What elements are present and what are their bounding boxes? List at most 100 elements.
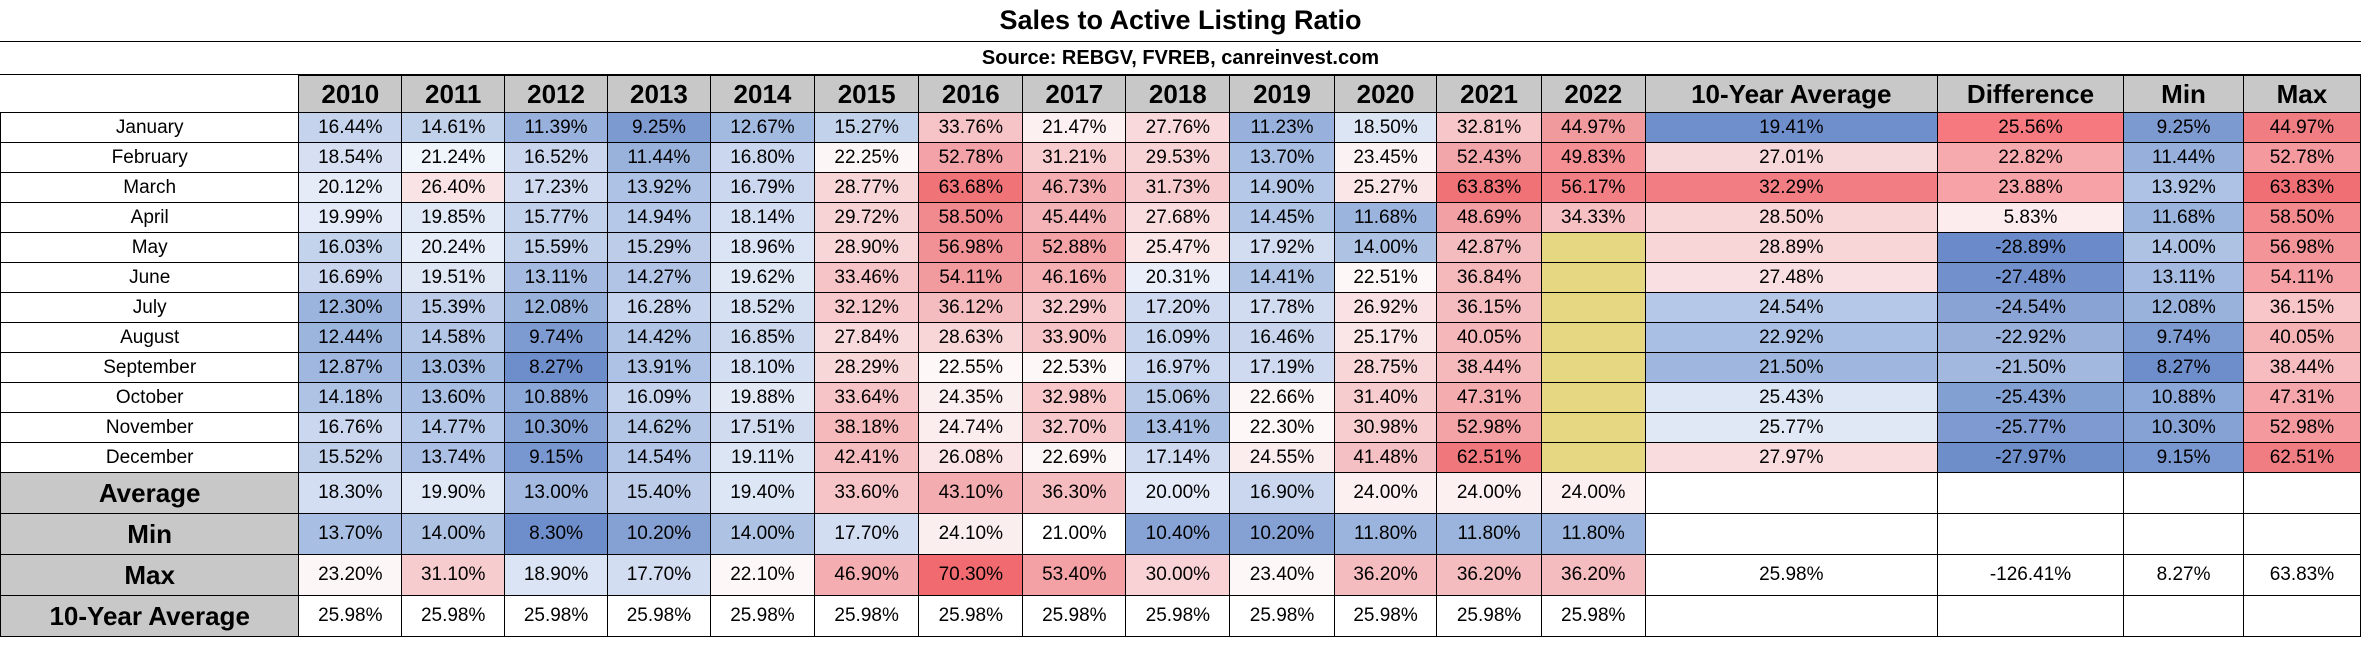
column-header[interactable]: Difference (1936, 75, 2125, 113)
column-header[interactable]: 2014 (709, 75, 816, 113)
data-cell[interactable]: 25.98% (1125, 595, 1231, 637)
data-cell[interactable]: 14.94% (607, 202, 711, 233)
data-cell[interactable]: 13.11% (2123, 262, 2244, 293)
data-cell[interactable]: 16.76% (298, 412, 403, 443)
data-cell[interactable]: 52.43% (1436, 142, 1542, 173)
data-cell[interactable]: 25.98% (1022, 595, 1127, 637)
data-cell[interactable]: 42.87% (1436, 232, 1542, 263)
column-header[interactable]: 2017 (1022, 75, 1127, 113)
data-cell[interactable] (2242, 595, 2361, 637)
data-cell[interactable]: 22.53% (1022, 352, 1127, 383)
data-cell[interactable]: 26.08% (918, 442, 1024, 473)
data-cell[interactable]: 17.20% (1125, 292, 1231, 323)
data-cell[interactable]: 10.30% (504, 412, 608, 443)
column-header[interactable]: 2022 (1540, 75, 1646, 113)
data-cell[interactable]: 18.96% (709, 232, 816, 263)
data-cell[interactable]: 58.50% (2242, 202, 2361, 233)
data-cell[interactable]: 16.69% (298, 262, 403, 293)
data-cell[interactable]: 31.10% (401, 554, 506, 596)
data-cell[interactable]: 27.97% (1644, 442, 1938, 473)
data-cell[interactable]: 31.73% (1125, 172, 1231, 203)
data-cell[interactable]: -22.92% (1936, 322, 2125, 353)
data-cell[interactable]: 30.00% (1125, 554, 1231, 596)
data-cell[interactable]: 41.48% (1333, 442, 1438, 473)
data-cell[interactable]: 25.77% (1644, 412, 1938, 443)
data-cell[interactable]: 19.40% (709, 472, 816, 514)
column-header[interactable]: 2010 (298, 75, 403, 113)
data-cell[interactable]: 32.81% (1436, 112, 1542, 143)
data-cell[interactable]: 13.11% (504, 262, 608, 293)
data-cell[interactable]: 25.98% (401, 595, 506, 637)
data-cell[interactable]: 12.87% (298, 352, 403, 383)
data-cell[interactable]: 44.97% (2242, 112, 2361, 143)
data-cell[interactable]: 38.44% (1436, 352, 1542, 383)
data-cell[interactable]: 40.05% (1436, 322, 1542, 353)
data-cell[interactable] (2123, 513, 2244, 555)
data-cell[interactable]: 14.90% (1229, 172, 1335, 203)
data-cell[interactable] (1540, 412, 1646, 443)
data-cell[interactable]: 36.20% (1436, 554, 1542, 596)
data-cell[interactable]: 25.98% (918, 595, 1024, 637)
data-cell[interactable]: 16.52% (504, 142, 608, 173)
data-cell[interactable]: 47.31% (2242, 382, 2361, 413)
data-cell[interactable]: -25.43% (1936, 382, 2125, 413)
data-cell[interactable]: 17.92% (1229, 232, 1335, 263)
data-cell[interactable]: 21.47% (1022, 112, 1127, 143)
data-cell[interactable]: 40.05% (2242, 322, 2361, 353)
data-cell[interactable]: 23.40% (1229, 554, 1335, 596)
column-header[interactable]: 2021 (1436, 75, 1542, 113)
data-cell[interactable]: 16.46% (1229, 322, 1335, 353)
data-cell[interactable]: 42.41% (814, 442, 920, 473)
data-cell[interactable]: 63.83% (2242, 554, 2361, 596)
data-cell[interactable]: 20.12% (298, 172, 403, 203)
column-header[interactable]: 2020 (1333, 75, 1438, 113)
column-header[interactable]: 2015 (814, 75, 920, 113)
data-cell[interactable]: 25.98% (504, 595, 608, 637)
data-cell[interactable]: 70.30% (918, 554, 1024, 596)
data-cell[interactable]: 46.16% (1022, 262, 1127, 293)
data-cell[interactable]: 18.14% (709, 202, 816, 233)
data-cell[interactable]: 32.98% (1022, 382, 1127, 413)
column-header[interactable]: Min (2123, 75, 2244, 113)
data-cell[interactable]: 36.15% (1436, 292, 1542, 323)
data-cell[interactable]: 17.78% (1229, 292, 1335, 323)
data-cell[interactable]: 27.76% (1125, 112, 1231, 143)
data-cell[interactable]: 13.03% (401, 352, 506, 383)
data-cell[interactable]: 54.11% (918, 262, 1024, 293)
month-label[interactable]: August (0, 322, 300, 353)
data-cell[interactable]: 25.98% (1644, 554, 1938, 596)
data-cell[interactable]: 15.29% (607, 232, 711, 263)
data-cell[interactable]: 25.98% (709, 595, 816, 637)
data-cell[interactable]: 14.62% (607, 412, 711, 443)
data-cell[interactable]: 21.00% (1022, 513, 1127, 555)
column-header[interactable]: Max (2242, 75, 2361, 113)
data-cell[interactable] (1936, 513, 2125, 555)
data-cell[interactable]: 16.03% (298, 232, 403, 263)
data-cell[interactable] (1644, 513, 1938, 555)
data-cell[interactable]: 33.90% (1022, 322, 1127, 353)
data-cell[interactable]: 28.90% (814, 232, 920, 263)
data-cell[interactable]: 29.72% (814, 202, 920, 233)
data-cell[interactable]: 63.83% (2242, 172, 2361, 203)
data-cell[interactable]: 17.23% (504, 172, 608, 203)
data-cell[interactable]: 14.77% (401, 412, 506, 443)
data-cell[interactable]: 29.53% (1125, 142, 1231, 173)
data-cell[interactable] (1540, 322, 1646, 353)
data-cell[interactable]: 9.74% (504, 322, 608, 353)
data-cell[interactable]: 28.89% (1644, 232, 1938, 263)
month-label[interactable]: April (0, 202, 300, 233)
data-cell[interactable]: 19.85% (401, 202, 506, 233)
data-cell[interactable]: 25.98% (1436, 595, 1542, 637)
data-cell[interactable]: 22.69% (1022, 442, 1127, 473)
data-cell[interactable]: 62.51% (2242, 442, 2361, 473)
data-cell[interactable]: 13.00% (504, 472, 608, 514)
data-cell[interactable]: 24.54% (1644, 292, 1938, 323)
data-cell[interactable] (1540, 442, 1646, 473)
data-cell[interactable]: 9.15% (504, 442, 608, 473)
data-cell[interactable]: 8.27% (504, 352, 608, 383)
data-cell[interactable]: 32.70% (1022, 412, 1127, 443)
column-header[interactable]: 2012 (504, 75, 608, 113)
data-cell[interactable]: 26.92% (1333, 292, 1438, 323)
data-cell[interactable]: 19.88% (709, 382, 816, 413)
data-cell[interactable]: 48.69% (1436, 202, 1542, 233)
